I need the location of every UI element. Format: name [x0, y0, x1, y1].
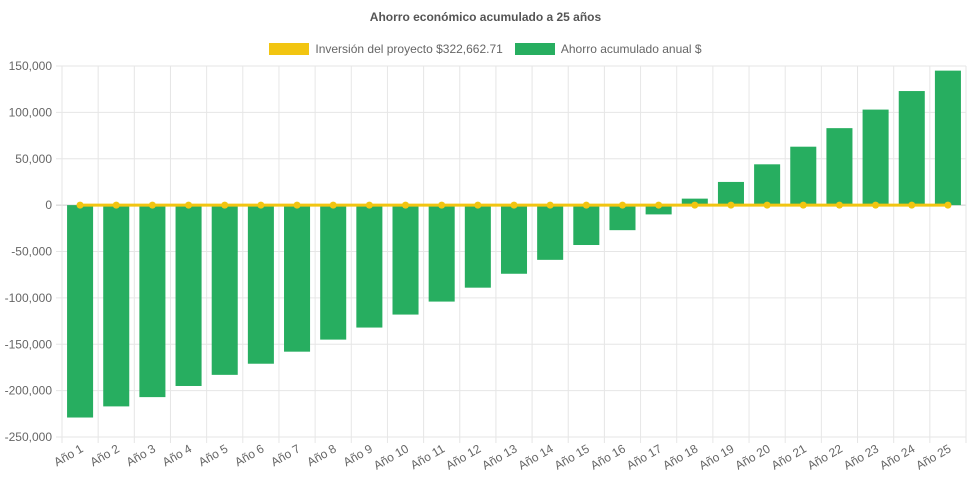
bar[interactable] [573, 205, 600, 246]
bar[interactable] [609, 205, 636, 231]
line-point[interactable] [221, 201, 229, 209]
bar[interactable] [898, 91, 925, 206]
bar[interactable] [537, 205, 564, 260]
line-point[interactable] [365, 201, 373, 209]
x-tick-label: Año 24 [877, 441, 917, 472]
x-tick-label: Año 7 [268, 441, 302, 469]
y-tick-label: 150,000 [9, 59, 53, 73]
line-point[interactable] [474, 201, 482, 209]
line-point[interactable] [799, 201, 807, 209]
x-tick-label: Año 15 [552, 441, 592, 472]
x-tick-label: Año 1 [51, 441, 85, 469]
line-point[interactable] [257, 201, 265, 209]
y-tick-label: 50,000 [15, 152, 52, 166]
y-tick-label: 100,000 [9, 105, 53, 119]
x-tick-label: Año 13 [480, 441, 520, 472]
legend-swatch-savings [514, 43, 555, 55]
x-tick-label: Año 23 [841, 441, 881, 472]
bar[interactable] [103, 205, 130, 407]
line-point[interactable] [763, 201, 771, 209]
bar[interactable] [67, 205, 94, 418]
legend: Inversión del proyecto $322,662.71 Ahorr… [0, 42, 971, 56]
bar[interactable] [826, 128, 853, 206]
bar[interactable] [356, 205, 383, 328]
line-point[interactable] [185, 201, 193, 209]
y-tick-label: -250,000 [5, 430, 53, 444]
x-tick-label: Año 3 [124, 441, 158, 469]
bar[interactable] [392, 205, 419, 315]
line-point[interactable] [293, 201, 301, 209]
x-tick-label: Año 17 [624, 441, 664, 472]
x-tick-label: Año 20 [733, 441, 773, 472]
x-tick-label: Año 2 [88, 441, 122, 469]
bar[interactable] [500, 205, 528, 274]
line-point[interactable] [655, 201, 663, 209]
bar[interactable] [934, 70, 961, 206]
line-point[interactable] [835, 201, 843, 209]
x-tick-label: Año 6 [232, 441, 266, 469]
x-tick-label: Año 4 [160, 441, 194, 469]
x-tick-label: Año 10 [371, 441, 411, 472]
line-point[interactable] [727, 201, 735, 209]
x-axis-ticks: Año 1 Año 2 Año 3 Año 4 Año 5 Año 6 Año 7 Año 8… [51, 441, 953, 472]
legend-label-savings: Ahorro acumulado anual $ [560, 42, 702, 56]
bar[interactable] [428, 205, 455, 302]
legend-label-investment: Inversión del proyecto $322,662.71 [315, 42, 503, 56]
line-point[interactable] [112, 201, 120, 209]
line-point[interactable] [546, 201, 554, 209]
line-point[interactable] [582, 201, 590, 209]
line-point[interactable] [872, 201, 880, 209]
x-tick-label: Año 19 [697, 441, 737, 472]
bar[interactable] [211, 205, 238, 375]
line-point[interactable] [944, 201, 952, 209]
legend-swatch-investment [269, 43, 310, 55]
y-axis-ticks: 150,000 100,000 50,000 0 -50,000 -100,000 -150… [5, 59, 53, 444]
legend-item-investment[interactable]: Inversión del proyecto $322,662.71 [269, 42, 503, 56]
x-tick-label: Año 5 [196, 441, 230, 469]
line-point[interactable] [329, 201, 337, 209]
x-tick-label: Año 22 [805, 441, 845, 472]
bar[interactable] [247, 205, 274, 364]
y-tick-label: -200,000 [5, 384, 53, 398]
bar-series [67, 70, 961, 418]
bar[interactable] [790, 146, 817, 206]
x-tick-label: Año 16 [588, 441, 628, 472]
line-point[interactable] [402, 201, 410, 209]
x-tick-label: Año 9 [341, 441, 375, 469]
x-tick-label: Año 8 [305, 441, 339, 469]
legend-item-savings[interactable]: Ahorro acumulado anual $ [514, 42, 702, 56]
x-tick-label: Año 21 [769, 441, 809, 472]
x-tick-label: Año 25 [913, 441, 953, 472]
y-tick-label: 0 [45, 198, 52, 212]
bar[interactable] [717, 181, 744, 206]
line-point[interactable] [438, 201, 446, 209]
line-point[interactable] [691, 201, 699, 209]
x-tick-label: Año 11 [408, 441, 447, 472]
x-tick-label: Año 14 [516, 441, 556, 472]
line-point[interactable] [76, 201, 84, 209]
line-point[interactable] [908, 201, 916, 209]
bar[interactable] [175, 205, 202, 386]
line-point[interactable] [618, 201, 626, 209]
bar[interactable] [139, 205, 166, 398]
x-tick-label: Año 12 [443, 441, 483, 472]
bar[interactable] [284, 205, 311, 352]
bar[interactable] [645, 205, 672, 215]
y-tick-label: -100,000 [5, 291, 53, 305]
bar[interactable] [862, 109, 889, 206]
y-tick-label: -50,000 [11, 245, 52, 259]
bar[interactable] [464, 205, 491, 288]
line-point[interactable] [510, 201, 518, 209]
y-tick-label: -150,000 [5, 337, 53, 351]
line-point[interactable] [148, 201, 156, 209]
chart-title: Ahorro económico acumulado a 25 años [369, 10, 602, 24]
bar[interactable] [320, 205, 347, 340]
x-tick-label: Año 18 [660, 441, 700, 472]
line-series [76, 201, 952, 209]
bar[interactable] [754, 164, 781, 206]
